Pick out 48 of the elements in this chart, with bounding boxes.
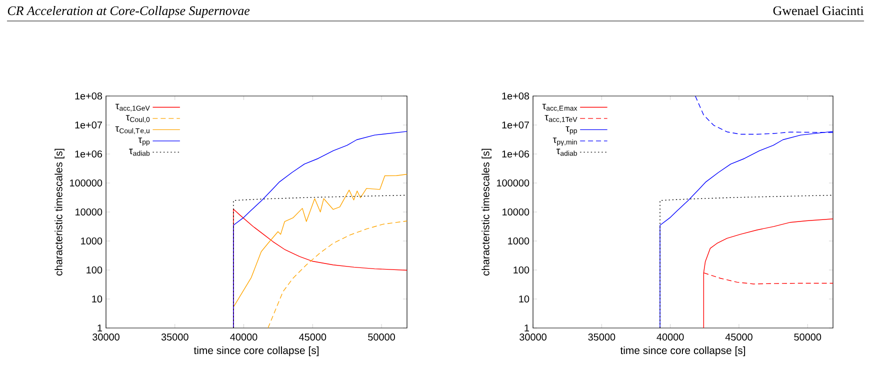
y-tick-label: 1000: [81, 237, 102, 245]
line-series: [233, 131, 408, 328]
y-tick-label: 1e+08: [75, 92, 102, 100]
text: Gwenael Giacinti: [773, 6, 864, 16]
line-series: [703, 218, 834, 328]
y-tick-label: 100000: [70, 179, 102, 187]
line-series: [268, 220, 408, 328]
legend-label: τ$_{Coul,Te,u}$: [115, 126, 150, 134]
legend-label: τ$_{pp}$: [138, 138, 150, 146]
y-tick-label: 1000: [508, 237, 530, 245]
legend-label: τ$_{acc,1GeV}$: [115, 104, 150, 112]
y-tick-label: 10000: [502, 208, 530, 216]
y-tick-label: 1: [98, 324, 102, 332]
y-tick-label: 1e+07: [75, 121, 102, 129]
y-tick-label: 1: [524, 324, 530, 332]
y-axis-title: characteristic timescales [s]: [54, 148, 64, 276]
legend-label: τ$_{Coul,0}$: [126, 115, 150, 123]
legend-label: τ$_{adiab}$: [556, 148, 577, 156]
y-axis-title: characteristic timescales [s]: [482, 148, 492, 276]
legend-label: τ$_{acc,1TeV}$: [544, 115, 578, 123]
y-tick-label: 100: [86, 266, 102, 274]
x-tick-label: 40000: [656, 334, 684, 341]
legend-label: τ$_{adiab}$: [129, 148, 150, 156]
y-tick-label: 1e+06: [502, 150, 530, 158]
x-tick-label: 45000: [299, 334, 326, 341]
x-tick-label: 45000: [725, 334, 752, 341]
x-tick-label: 50000: [794, 334, 822, 341]
x-tick-label: 35000: [588, 334, 616, 341]
y-tick-label: 100000: [497, 179, 530, 187]
x-axis-title: time since core collapse [s]: [620, 346, 746, 356]
line-series: [234, 174, 408, 307]
x-axis-title: time since core collapse [s]: [194, 346, 319, 356]
y-tick-label: 10: [519, 295, 530, 303]
x-tick-label: 30000: [520, 334, 546, 341]
y-tick-label: 10: [92, 295, 102, 303]
x-tick-label: 50000: [368, 334, 395, 341]
y-tick-label: 1e+06: [75, 150, 102, 158]
x-tick-label: 40000: [230, 334, 258, 341]
y-tick-label: 10000: [76, 208, 102, 216]
text: CR Acceleration at Core-Collapse Supernovae: [8, 6, 250, 18]
x-tick-label: 30000: [92, 334, 120, 341]
y-tick-label: 1e+08: [502, 92, 530, 100]
x-tick-label: 35000: [161, 334, 188, 341]
y-tick-label: 1e+07: [502, 121, 529, 129]
legend-label: τ$_{pγ,min}$: [552, 138, 577, 146]
legend-label: τ$_{acc,Emax}$: [542, 104, 578, 112]
legend-label: τ$_{pp}$: [566, 126, 577, 135]
y-tick-label: 100: [514, 266, 530, 274]
